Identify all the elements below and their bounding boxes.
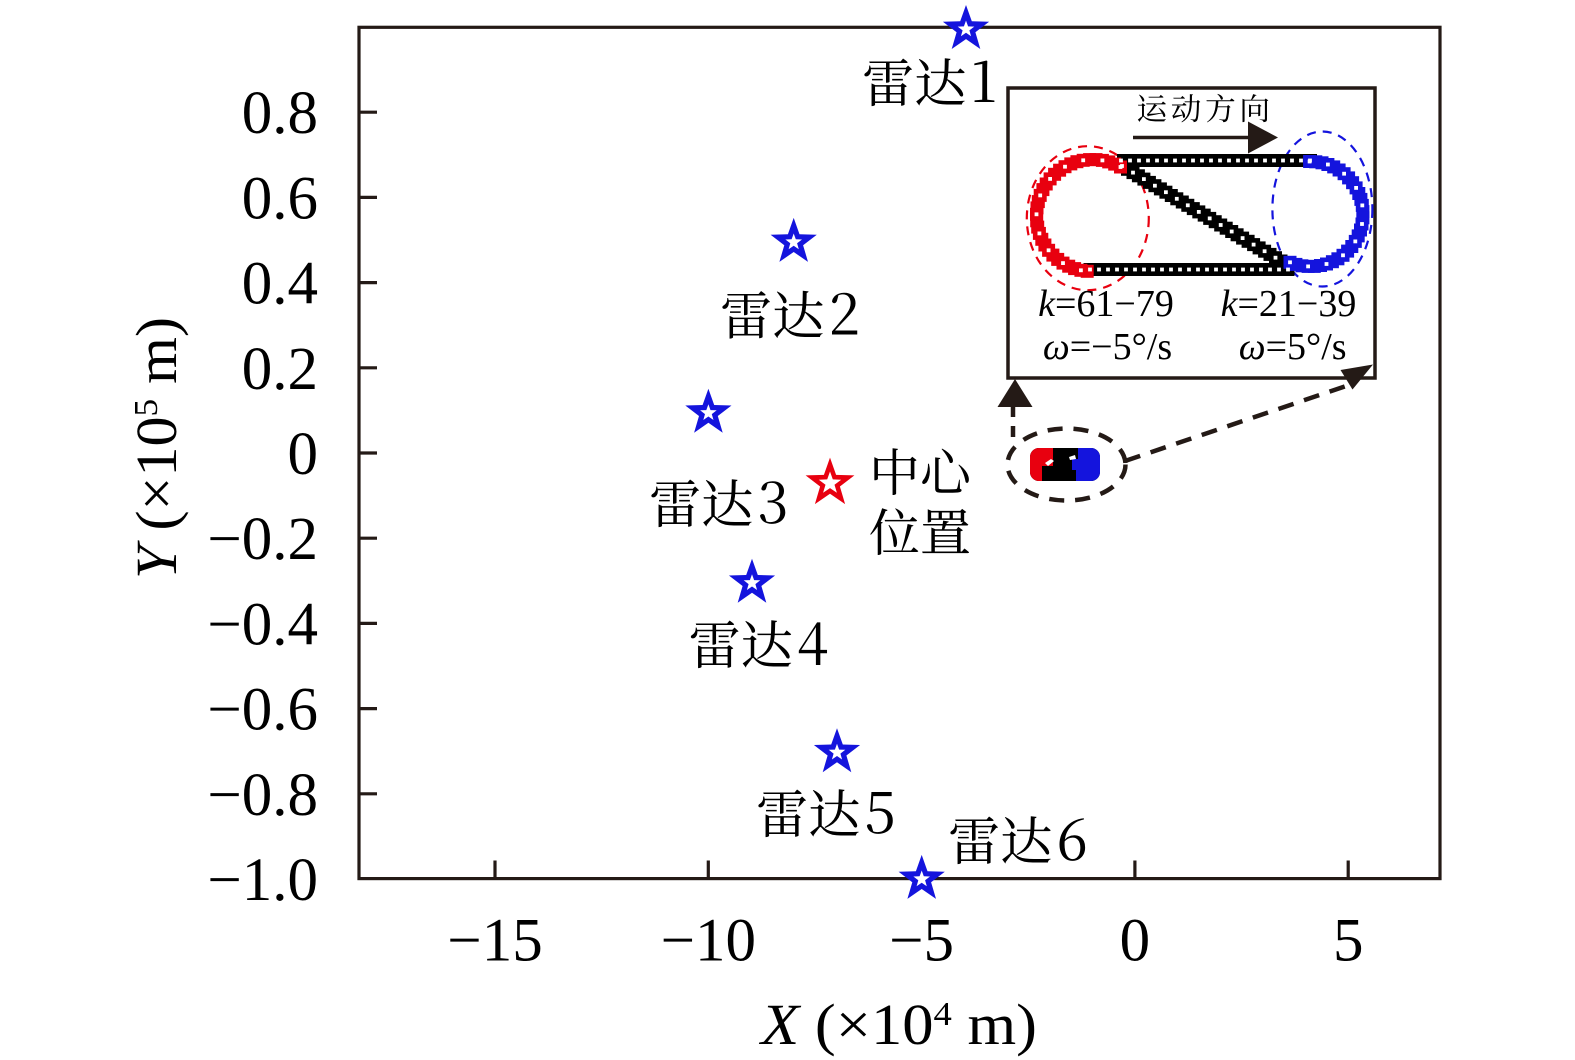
- svg-text:0.8: 0.8: [242, 80, 318, 147]
- svg-text:−0.8: −0.8: [207, 762, 318, 829]
- svg-text:−0.6: −0.6: [207, 677, 318, 744]
- svg-text:ω=−5°/s: ω=−5°/s: [1043, 326, 1172, 368]
- svg-text:Y (×105 m): Y (×105 m): [124, 317, 189, 579]
- svg-text:−10: −10: [661, 908, 756, 975]
- svg-text:0.4: 0.4: [242, 251, 318, 318]
- svg-text:−0.2: −0.2: [207, 506, 318, 573]
- svg-text:k=61−79: k=61−79: [1038, 283, 1174, 325]
- svg-text:−1.0: −1.0: [207, 847, 318, 914]
- svg-text:0.2: 0.2: [242, 336, 318, 403]
- svg-text:0: 0: [1120, 908, 1151, 975]
- svg-text:ω=5°/s: ω=5°/s: [1239, 326, 1347, 368]
- svg-text:k=21−39: k=21−39: [1221, 283, 1357, 325]
- svg-text:0: 0: [288, 421, 319, 488]
- svg-text:−15: −15: [447, 908, 542, 975]
- svg-text:0.6: 0.6: [242, 165, 318, 232]
- svg-text:−0.4: −0.4: [207, 591, 318, 658]
- svg-text:−5: −5: [889, 908, 954, 975]
- svg-text:5: 5: [1333, 908, 1364, 975]
- svg-text:X (×104 m): X (×10 4 m): [759, 992, 1037, 1057]
